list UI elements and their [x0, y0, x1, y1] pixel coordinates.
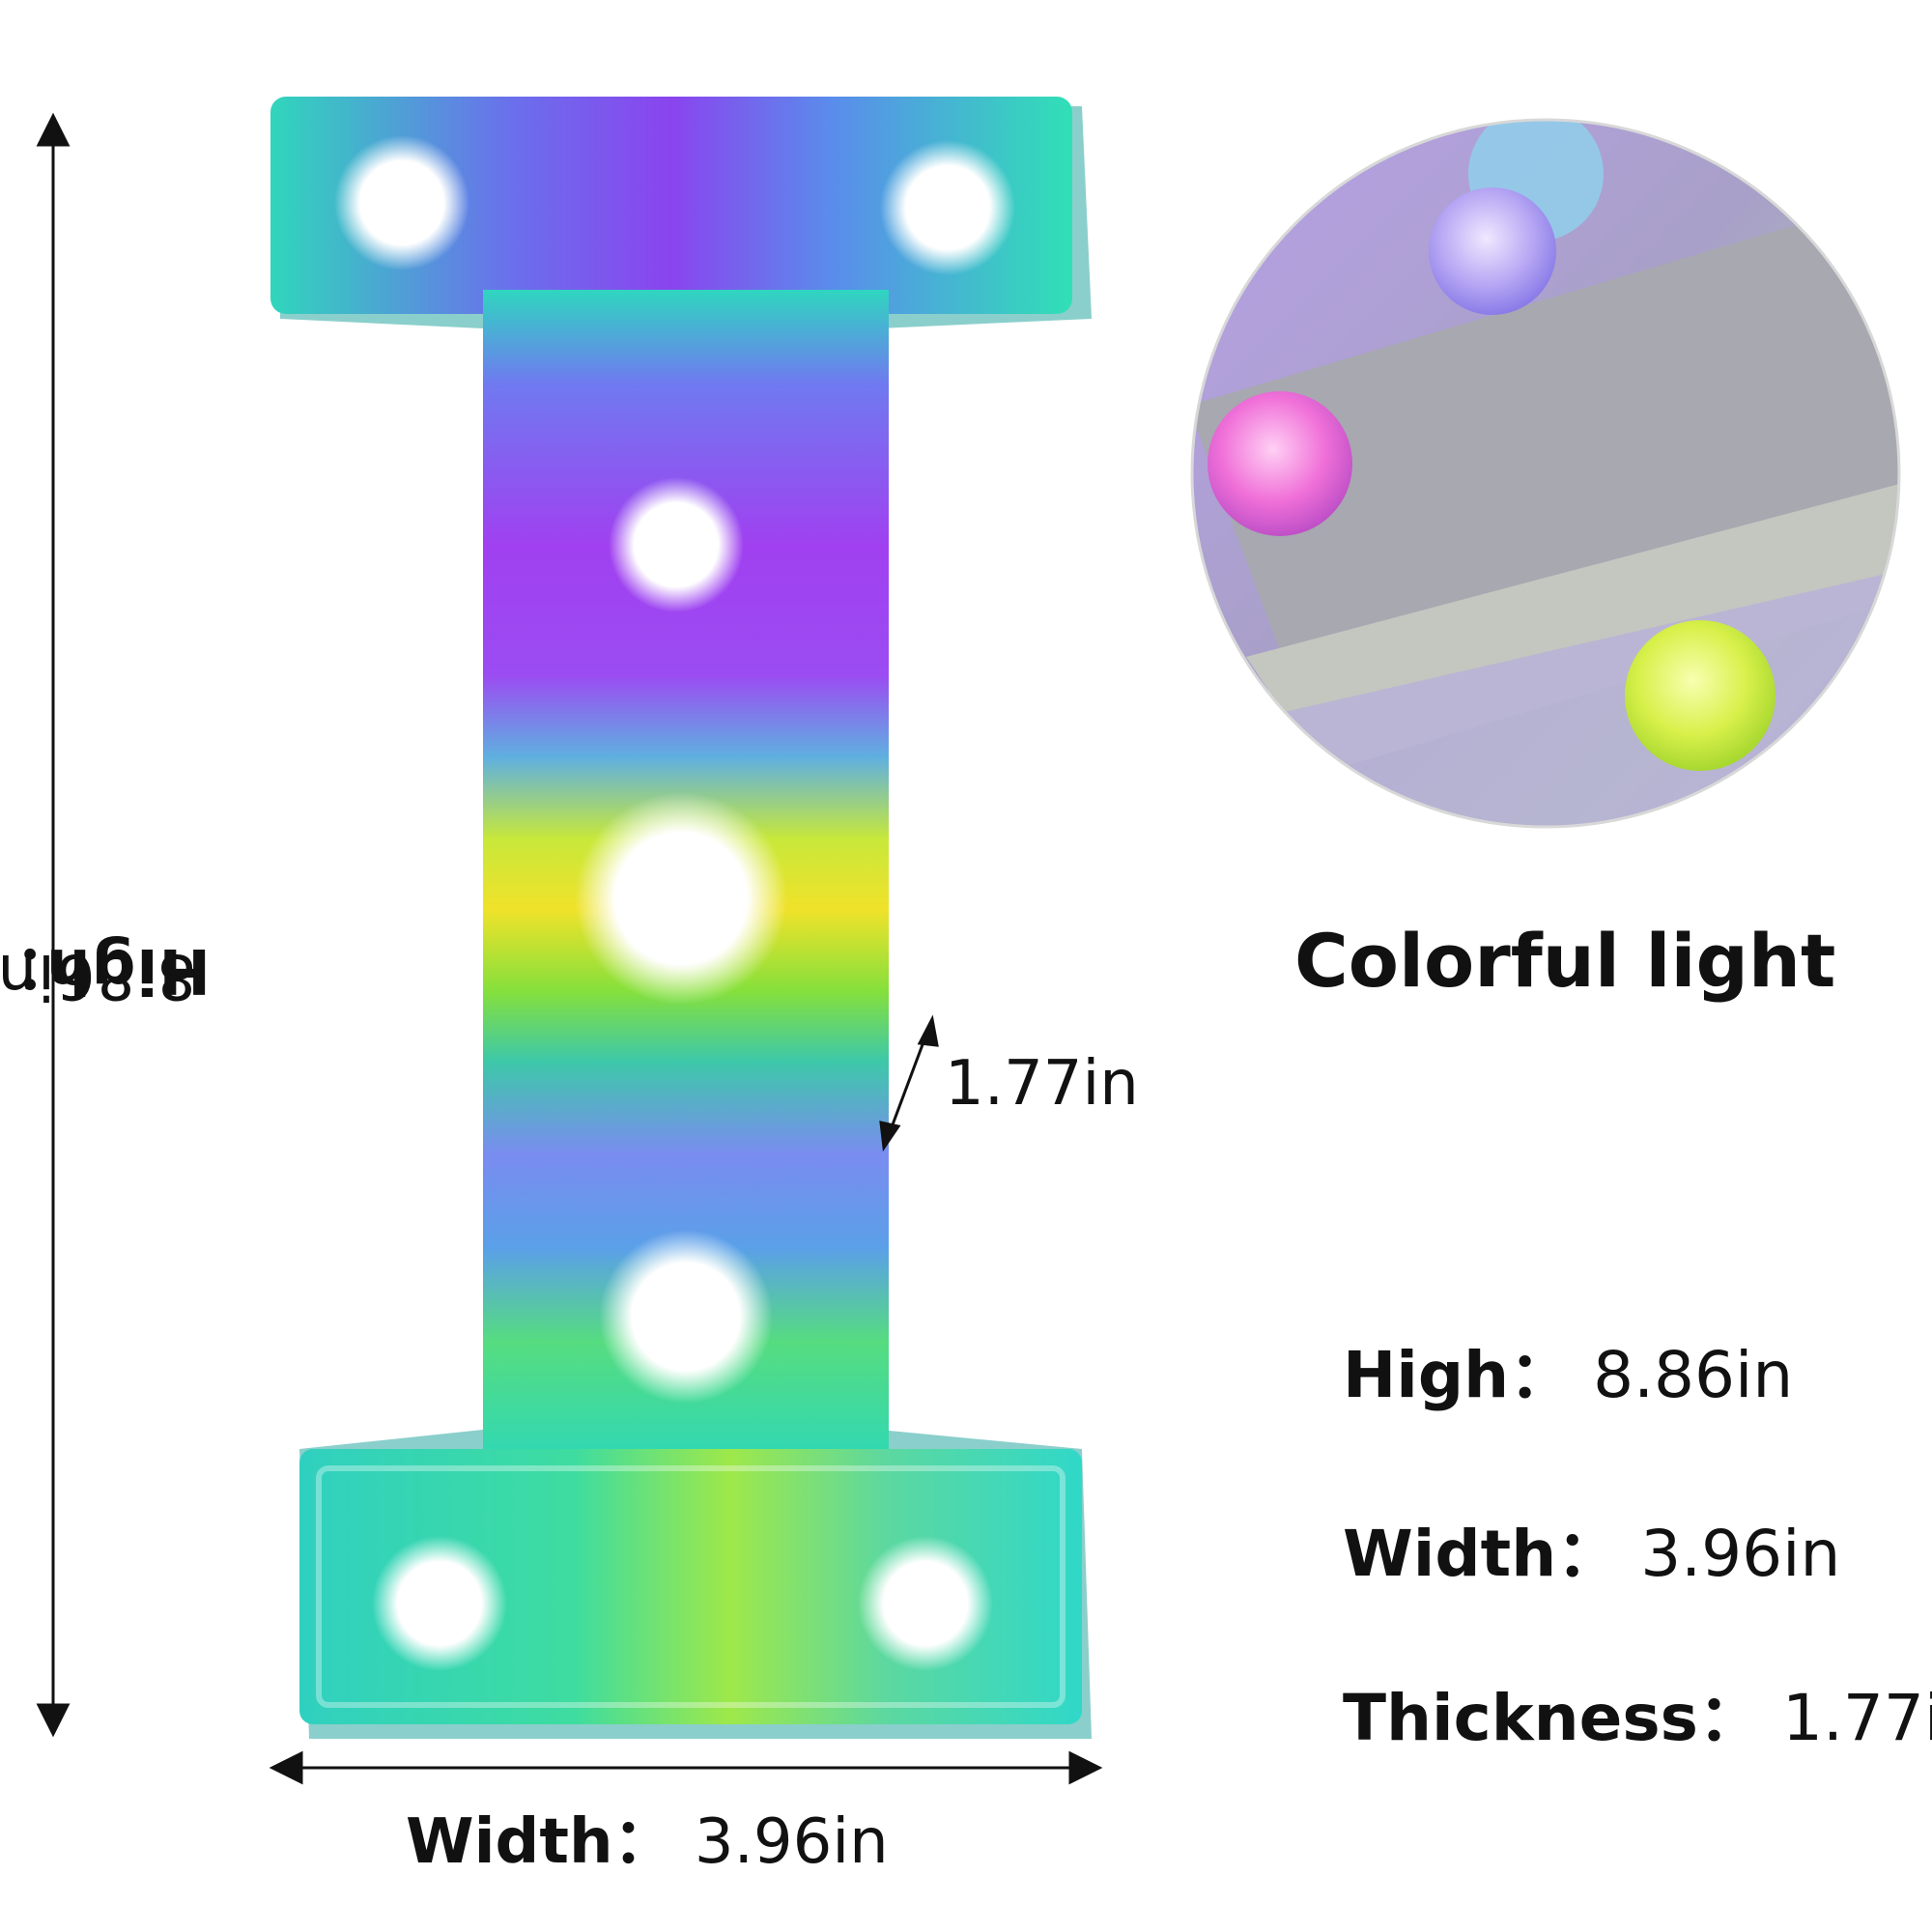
- thickness-value: 1.77in: [945, 1048, 1139, 1120]
- marquee-letter-i: [270, 97, 1092, 1739]
- spec-row-height: High： 8.86in: [1343, 1338, 1794, 1412]
- spec-row-thickness: Thickness： 1.77in: [1343, 1681, 1932, 1755]
- caption-colorful-light: Colorful light: [1294, 918, 1836, 1004]
- zoom-detail-circle: [1190, 118, 1901, 829]
- width-key: Width：: [406, 1806, 675, 1878]
- width-dimension-label: Width： 3.96in: [406, 1792, 889, 1881]
- bulb-group: [334, 135, 1015, 1671]
- width-value: 3.96in: [694, 1806, 889, 1878]
- height-value: 8.86in: [0, 940, 197, 1011]
- thickness-dimension-label: 1.77in: [945, 1048, 1139, 1120]
- spec-row-width: Width： 3.96in: [1343, 1517, 1841, 1591]
